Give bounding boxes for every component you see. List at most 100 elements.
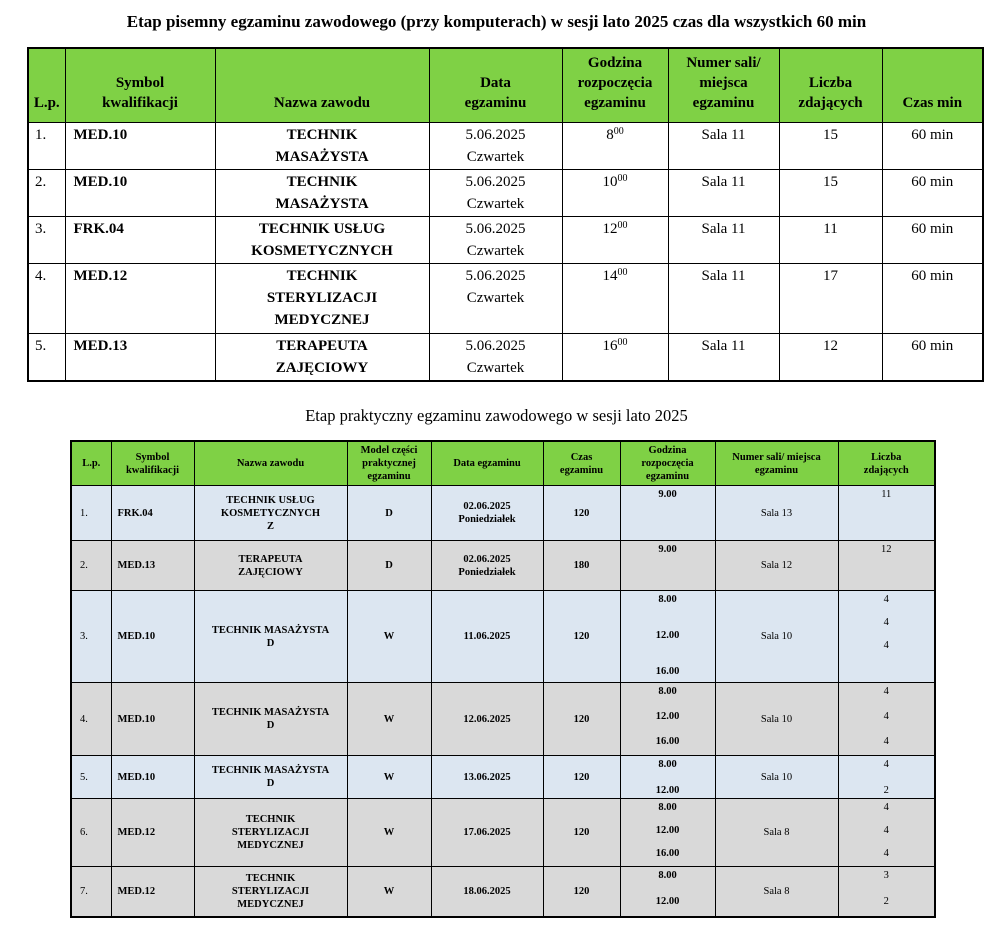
cell-duration: 60 min [881,333,984,382]
col-header-liczba: Liczba zdających [837,440,936,486]
cell-model: W [346,590,432,683]
cell-lp: 5. [70,755,112,799]
table-row: 1. FRK.04 TECHNIK USŁUG KOSMETYCZNYCH Z … [70,485,936,541]
col-header-nazwa: Nazwa zawodu [214,47,430,123]
cell-symbol: MED.10 [110,682,195,756]
cell-time: 1600 [561,333,669,382]
cell-lp: 4. [70,682,112,756]
cell-lp: 5. [27,333,66,382]
cell-duration: 120 [542,798,621,867]
cell-date: 5.06.2025 Czwartek [428,263,563,334]
cell-symbol: MED.13 [64,333,216,382]
cell-lp: 1. [70,485,112,541]
cell-lp: 6. [70,798,112,867]
cell-date: 5.06.2025 Czwartek [428,333,563,382]
cell-name: TECHNIK MASAŻYSTA D [193,682,348,756]
cell-duration: 120 [542,590,621,683]
cell-lp: 3. [27,216,66,264]
cell-model: W [346,866,432,917]
cell-time: 800 [561,122,669,170]
cell-model: W [346,798,432,867]
cell-room: Sala 11 [667,216,780,264]
header-row: L.p. Symbol kwalifikacji Nazwa zawodu Da… [27,47,984,123]
cell-duration: 60 min [881,122,984,170]
cell-name: TECHNIK MASAŻYSTA D [193,590,348,683]
cell-counts: 11 [837,485,936,541]
table-row: 2. MED.13 TERAPEUTA ZAJĘCIOWY D 02.06.20… [70,540,936,591]
cell-times: 9.00 [619,485,716,541]
cell-count: 17 [778,263,883,334]
col-header-godzina: Godzina rozpoczęcia egzaminu [561,47,669,123]
cell-name: TECHNIK STERYLIZACJI MEDYCZNEJ [193,866,348,917]
cell-date: 02.06.2025 Poniedziałek [430,540,544,591]
cell-room: Sala 8 [714,866,839,917]
cell-symbol: MED.12 [64,263,216,334]
cell-date: 5.06.2025 Czwartek [428,169,563,217]
cell-time: 1000 [561,169,669,217]
cell-name: TERAPEUTA ZAJĘCIOWY [214,333,430,382]
cell-duration: 180 [542,540,621,591]
cell-symbol: MED.12 [110,798,195,867]
cell-room: Sala 13 [714,485,839,541]
written-exam-title: Etap pisemny egzaminu zawodowego (przy k… [126,12,867,31]
cell-times: 8.00 12.00 [619,866,716,917]
practical-exam-title: Etap praktyczny egzaminu zawodowego w se… [305,406,688,425]
cell-model: W [346,755,432,799]
col-header-model: Model części praktycznej egzaminu [346,440,432,486]
cell-time: 1400 [561,263,669,334]
table-row: 1. MED.10 TECHNIK MASAŻYSTA 5.06.2025 Cz… [27,122,984,170]
cell-lp: 7. [70,866,112,917]
cell-room: Sala 12 [714,540,839,591]
cell-count: 15 [778,169,883,217]
col-header-lp: L.p. [70,440,112,486]
cell-times: 8.00 12.00 [619,755,716,799]
cell-symbol: MED.10 [110,755,195,799]
cell-symbol: MED.10 [110,590,195,683]
cell-symbol: FRK.04 [64,216,216,264]
cell-duration: 60 min [881,169,984,217]
cell-name: TECHNIK STERYLIZACJI MEDYCZNEJ [193,798,348,867]
cell-name: TECHNIK MASAŻYSTA [214,122,430,170]
cell-symbol: MED.10 [64,122,216,170]
cell-times: 9.00 [619,540,716,591]
cell-room: Sala 11 [667,263,780,334]
practical-exam-header: L.p. Symbol kwalifikacji Nazwa zawodu Mo… [70,440,936,486]
cell-room: Sala 8 [714,798,839,867]
cell-times: 8.00 12.00 16.00 [619,590,716,683]
col-header-nazwa: Nazwa zawodu [193,440,348,486]
col-header-czas: Czas min [881,47,984,123]
cell-times: 8.00 12.00 16.00 [619,682,716,756]
cell-duration: 120 [542,755,621,799]
table-row: 5. MED.13 TERAPEUTA ZAJĘCIOWY 5.06.2025 … [27,333,984,382]
col-header-liczba: Liczba zdających [778,47,883,123]
cell-name: TECHNIK MASAŻYSTA D [193,755,348,799]
col-header-data: Data egzaminu [430,440,544,486]
cell-symbol: FRK.04 [110,485,195,541]
col-header-numer-sali: Numer sali/ miejsca egzaminu [667,47,780,123]
cell-name: TECHNIK STERYLIZACJI MEDYCZNEJ [214,263,430,334]
cell-lp: 2. [27,169,66,217]
cell-symbol: MED.12 [110,866,195,917]
cell-date: 13.06.2025 [430,755,544,799]
cell-name: TECHNIK MASAŻYSTA [214,169,430,217]
cell-symbol: MED.13 [110,540,195,591]
header-row: L.p. Symbol kwalifikacji Nazwa zawodu Mo… [70,440,936,486]
cell-lp: 1. [27,122,66,170]
cell-date: 18.06.2025 [430,866,544,917]
cell-count: 11 [778,216,883,264]
cell-room: Sala 10 [714,682,839,756]
written-exam-table: L.p. Symbol kwalifikacji Nazwa zawodu Da… [27,47,984,382]
practical-exam-table: L.p. Symbol kwalifikacji Nazwa zawodu Mo… [70,440,936,918]
cell-duration: 60 min [881,263,984,334]
cell-time: 1200 [561,216,669,264]
cell-name: TECHNIK USŁUG KOSMETYCZNYCH [214,216,430,264]
table-row: 6. MED.12 TECHNIK STERYLIZACJI MEDYCZNEJ… [70,798,936,867]
col-header-lp: L.p. [27,47,66,123]
cell-times: 8.00 12.00 16.00 [619,798,716,867]
cell-date: 17.06.2025 [430,798,544,867]
cell-symbol: MED.10 [64,169,216,217]
